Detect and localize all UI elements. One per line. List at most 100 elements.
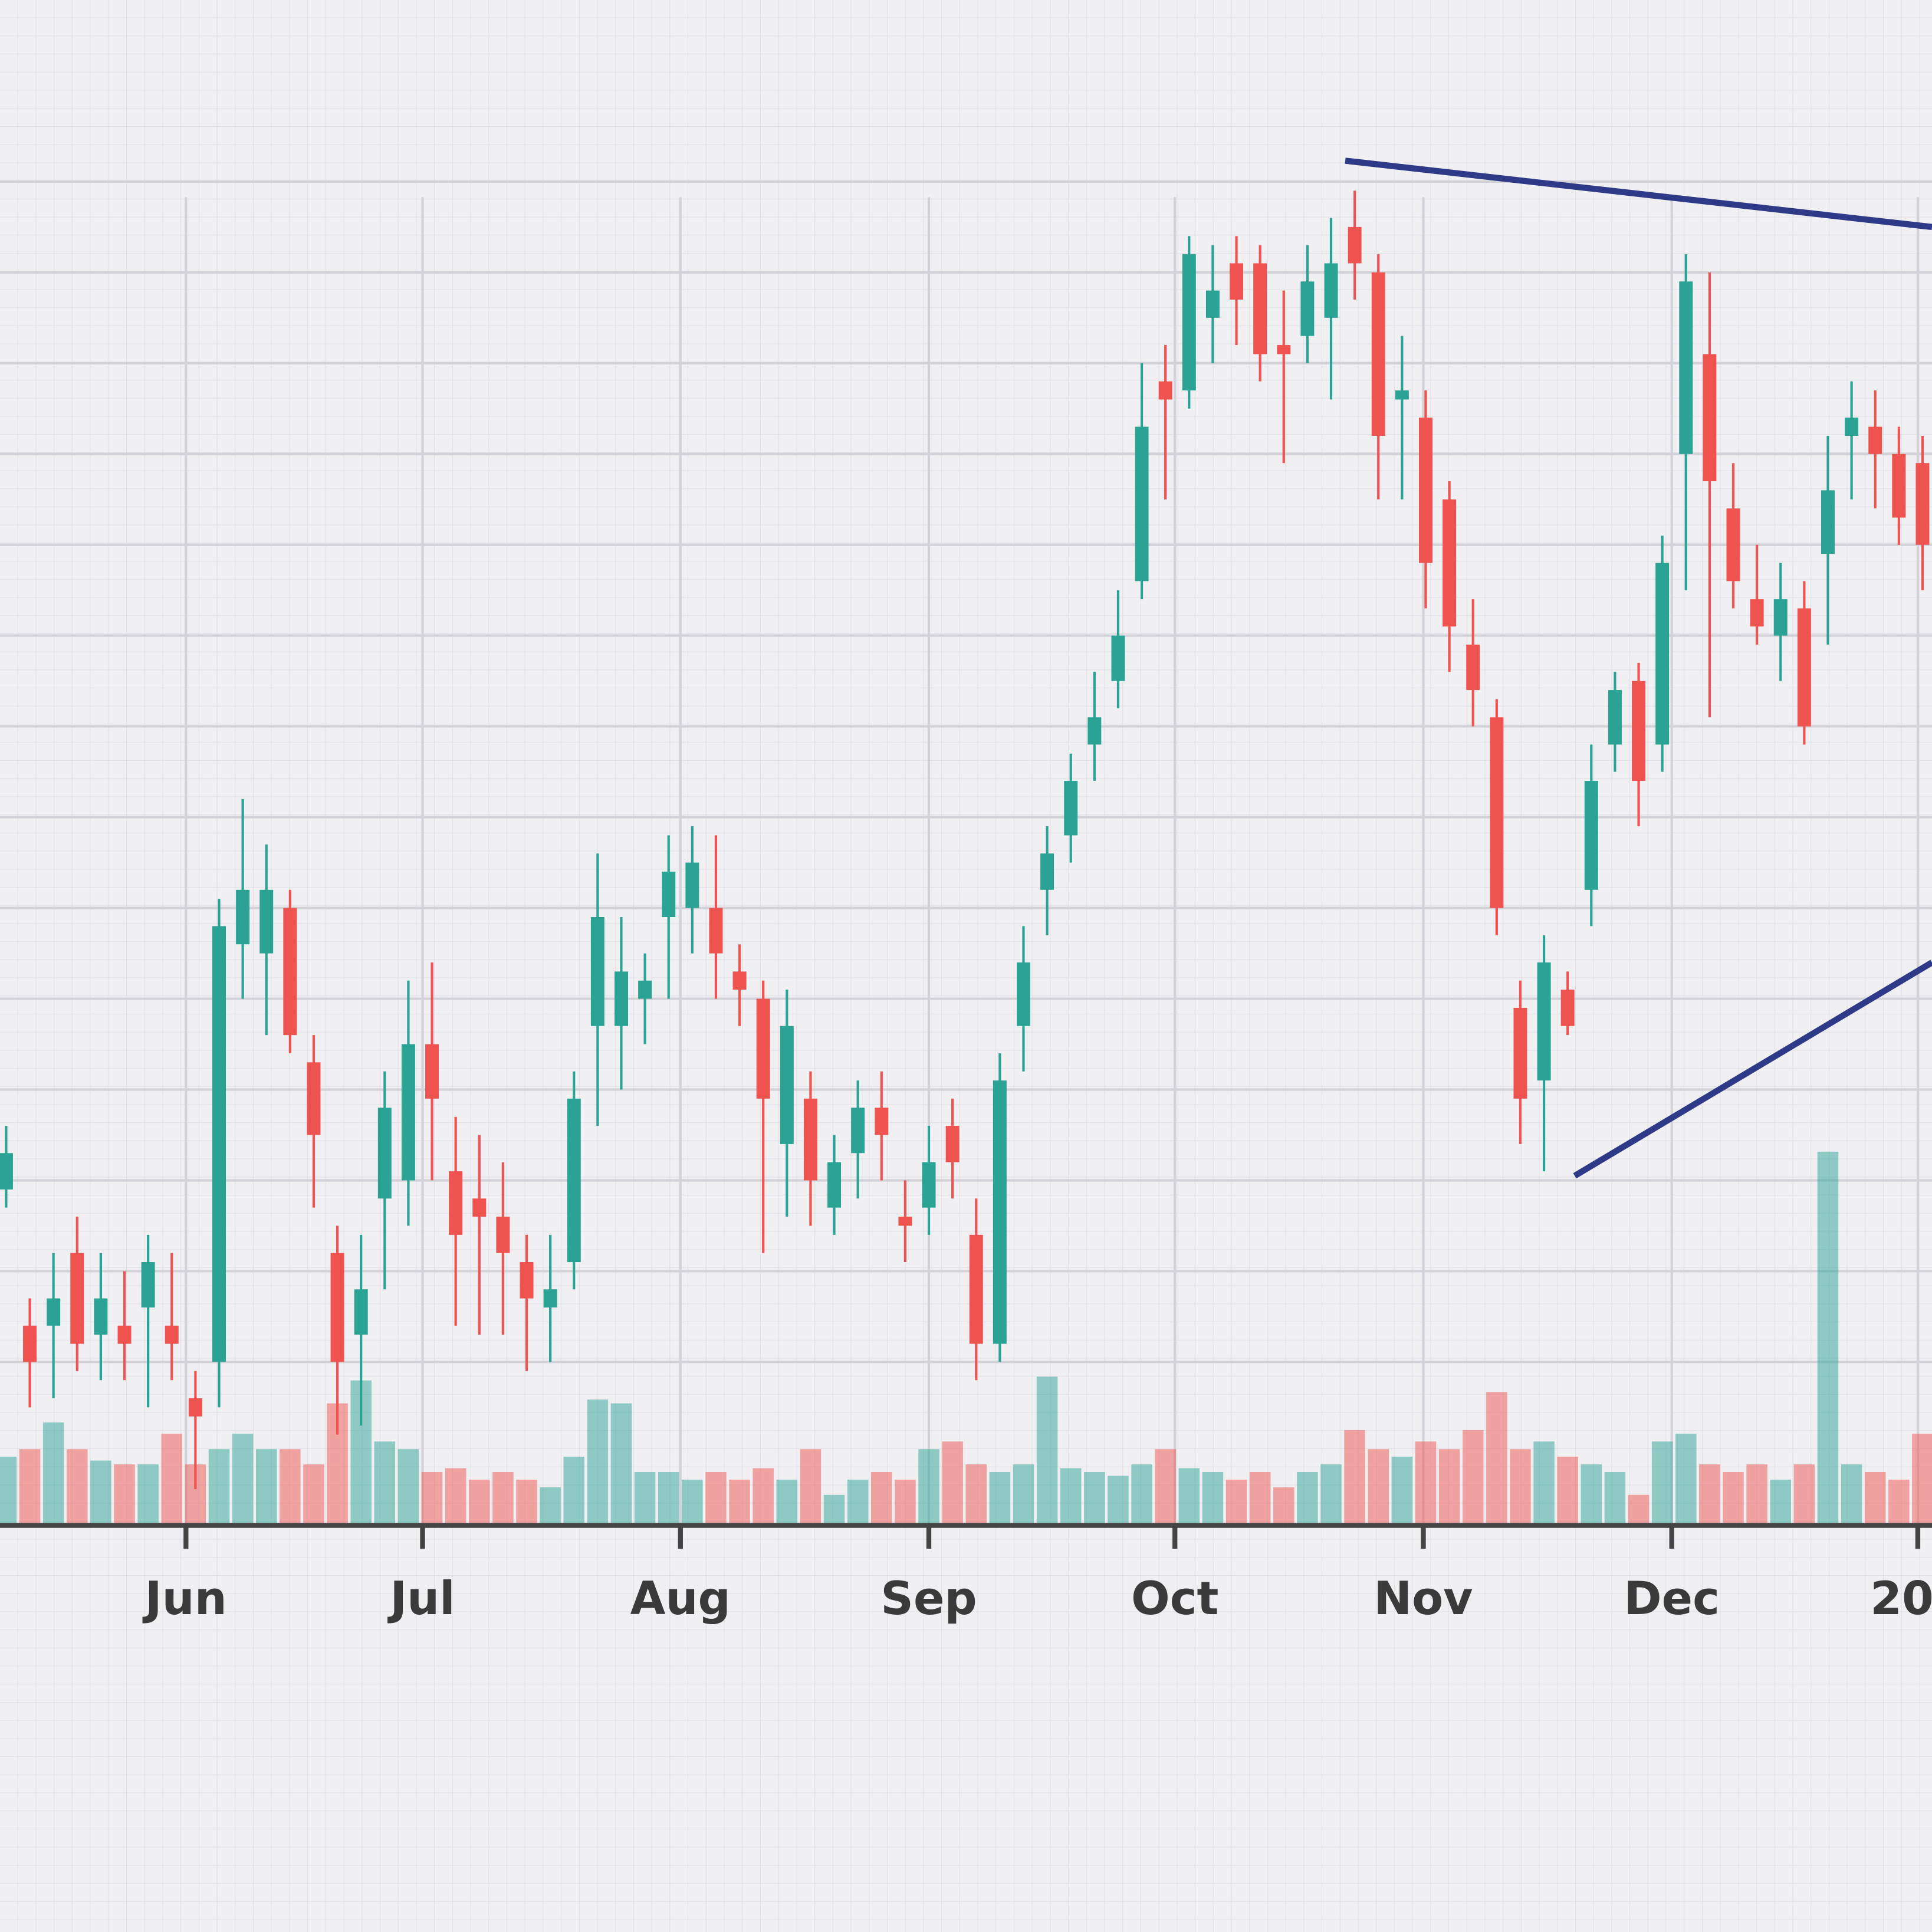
candle-body	[1182, 254, 1196, 391]
candle-body	[662, 872, 676, 918]
volume-bar	[492, 1472, 514, 1526]
volume-bar	[682, 1479, 703, 1526]
candle-body	[259, 889, 274, 954]
candle-body	[1750, 599, 1764, 627]
volume-bar	[397, 1449, 419, 1526]
volume-bar	[1486, 1392, 1507, 1526]
candle-body	[1773, 599, 1788, 636]
candle-body	[780, 1026, 794, 1144]
volume-bar	[823, 1494, 845, 1526]
volume-bar	[1557, 1457, 1578, 1526]
volume-bar	[705, 1472, 727, 1526]
candle-body	[1821, 490, 1835, 554]
volume-bar	[587, 1399, 609, 1526]
volume-bar	[469, 1479, 490, 1526]
candle-body	[377, 1108, 392, 1199]
volume-bar	[1628, 1494, 1650, 1526]
candle-body	[496, 1217, 510, 1253]
candle-body	[1348, 226, 1362, 264]
volume-bar	[540, 1487, 561, 1526]
volume-bar	[1888, 1479, 1910, 1526]
candle-body	[1868, 426, 1882, 454]
candle-body	[1040, 853, 1054, 890]
volume-bar	[1320, 1464, 1342, 1526]
volume-bar	[1178, 1468, 1200, 1526]
volume-bar	[729, 1479, 750, 1526]
volume-bar	[1510, 1449, 1531, 1526]
candle-body	[283, 908, 297, 1036]
candle-body	[165, 1325, 179, 1344]
volume-bar	[1249, 1472, 1271, 1526]
volume-bar	[1746, 1464, 1767, 1526]
volume-bar	[1912, 1434, 1932, 1526]
volume-bar	[658, 1472, 679, 1526]
grid	[0, 180, 1932, 1526]
volume-bar	[989, 1472, 1011, 1526]
volume-bar	[42, 1422, 64, 1526]
candle-body	[543, 1289, 557, 1308]
candle-body	[590, 917, 604, 1026]
candle-body	[851, 1108, 865, 1154]
volume-bar	[1084, 1472, 1105, 1526]
candle-body	[1111, 635, 1125, 681]
candle-body	[472, 1198, 487, 1217]
volume-bar	[303, 1464, 324, 1526]
candle-body	[1608, 690, 1622, 745]
candle-body	[212, 926, 226, 1362]
candle-body	[685, 862, 699, 908]
candle-body	[425, 1044, 439, 1099]
candle-body	[1443, 499, 1457, 627]
volume-bar	[1060, 1468, 1082, 1526]
volume-bar	[1225, 1479, 1247, 1526]
candle-body	[94, 1298, 108, 1335]
overlay: Jun Jul Aug Sep Oct Nov Dec 201	[142, 157, 1932, 1625]
volume-bar	[800, 1449, 822, 1526]
volume-bar	[871, 1472, 892, 1526]
volume-bar	[942, 1441, 963, 1526]
volume-bar	[374, 1441, 396, 1526]
volume-bar	[1036, 1376, 1058, 1526]
volume-bar	[0, 1457, 17, 1526]
candle-body	[756, 998, 770, 1099]
candle-body	[827, 1162, 842, 1208]
candles	[0, 190, 1930, 1489]
candle-body	[1300, 281, 1315, 336]
volume-bar	[776, 1479, 798, 1526]
candle-body	[803, 1098, 817, 1181]
volume-bar	[1462, 1430, 1484, 1526]
candle-body	[1064, 781, 1078, 836]
volume-bar	[918, 1449, 939, 1526]
volume-bar	[753, 1468, 774, 1526]
candle-body	[401, 1044, 415, 1181]
volume-bar	[1013, 1464, 1034, 1526]
volume-bar	[1391, 1457, 1413, 1526]
volume-bar	[965, 1464, 987, 1526]
volume	[0, 1151, 1932, 1526]
candle-body	[1655, 563, 1670, 745]
candle-body	[922, 1162, 936, 1208]
candle-body	[70, 1253, 84, 1344]
candle-body	[1513, 1007, 1527, 1099]
candle-body	[1703, 354, 1717, 481]
candle-body	[1490, 717, 1504, 908]
volume-bar	[847, 1479, 869, 1526]
volume-bar	[1699, 1464, 1720, 1526]
volume-bar	[1533, 1441, 1555, 1526]
x-tick-label: 201	[1870, 1572, 1932, 1625]
candle-body	[1371, 272, 1385, 436]
candle-body	[732, 971, 747, 990]
candle-body	[1087, 717, 1102, 745]
candle-body	[614, 971, 628, 1026]
candle-body	[1016, 962, 1030, 1026]
x-tick-label: Jun	[142, 1572, 227, 1625]
volume-bar	[421, 1472, 443, 1526]
x-tick-label: Dec	[1624, 1572, 1719, 1625]
volume-bar	[1770, 1479, 1792, 1526]
volume-bar	[208, 1449, 230, 1526]
volume-bar	[280, 1449, 301, 1526]
candle-body	[709, 908, 723, 954]
volume-bar	[1817, 1151, 1839, 1526]
candle-body	[1324, 263, 1338, 318]
